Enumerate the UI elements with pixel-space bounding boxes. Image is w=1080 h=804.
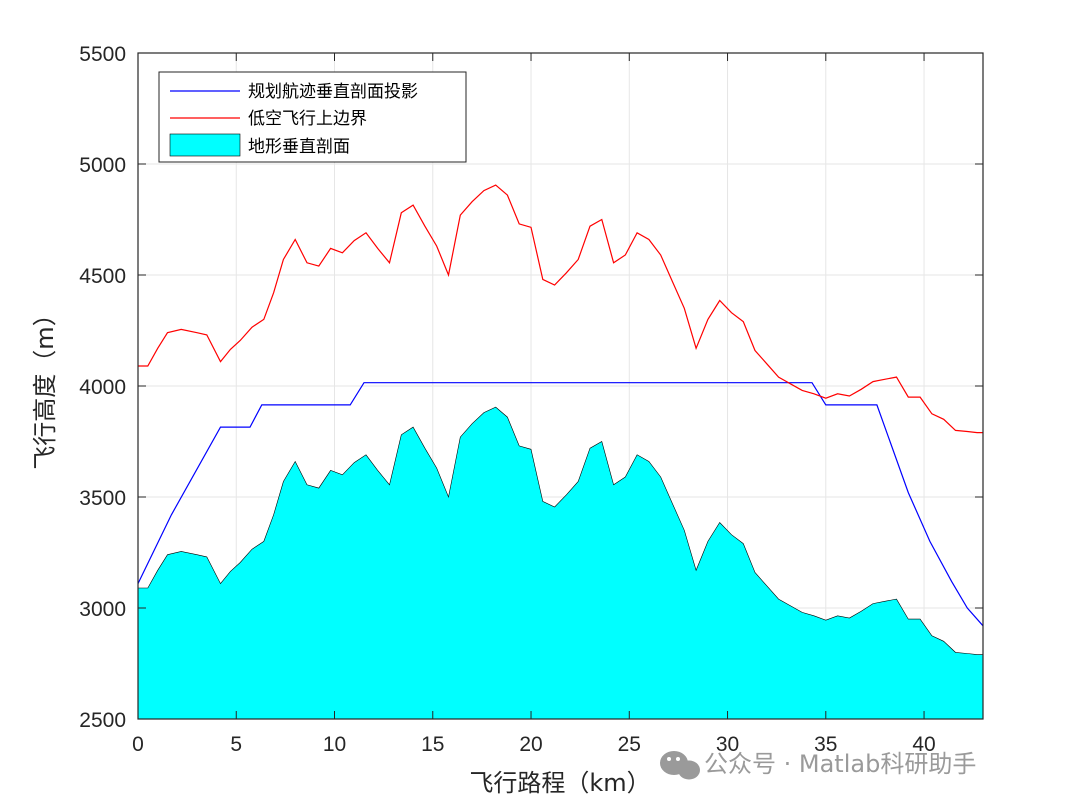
- planned-path-line: [137, 382, 984, 627]
- y-tick-label: 3500: [79, 487, 126, 510]
- watermark: 公众号 · Matlab科研助手: [660, 750, 976, 780]
- y-tick-label: 4000: [79, 376, 126, 399]
- y-tick-label: 2500: [79, 709, 126, 732]
- watermark-text: 公众号 · Matlab科研助手: [704, 750, 976, 778]
- area-layer: [137, 406, 984, 720]
- legend-label-terrain: 地形垂直剖面: [248, 137, 350, 157]
- legend: 规划航迹垂直剖面投影 低空飞行上边界 地形垂直剖面: [158, 71, 467, 163]
- y-tick-label: 4500: [79, 265, 126, 288]
- x-tick-label: 5: [230, 733, 242, 756]
- x-tick-label: 35: [814, 733, 837, 756]
- legend-swatch-terrain: [169, 133, 241, 157]
- x-tick-label: 0: [132, 733, 144, 756]
- legend-label-upper-boundary: 低空飞行上边界: [248, 109, 367, 129]
- legend-label-planned-path: 规划航迹垂直剖面投影: [248, 82, 418, 102]
- tick-labels: 0 5 10 15 20 25 30 35 40 2500 3000 3500 4000 4500 5000…: [79, 43, 935, 756]
- x-axis-label: 飞行路程（km）: [469, 769, 650, 797]
- y-tick-label: 3000: [79, 598, 126, 621]
- tick-marks: [137, 52, 983, 720]
- wechat-icon: [660, 751, 700, 780]
- x-tick-label: 40: [912, 733, 935, 756]
- x-tick-label: 30: [716, 733, 739, 756]
- y-tick-label: 5000: [79, 154, 126, 177]
- x-tick-label: 15: [421, 733, 444, 756]
- x-tick-label: 25: [618, 733, 641, 756]
- terrain-area: [137, 406, 984, 720]
- line-layer: [137, 184, 984, 627]
- y-axis-label: 飞行高度（m）: [31, 302, 59, 469]
- upper-boundary-line: [138, 184, 983, 434]
- x-tick-label: 10: [323, 733, 346, 756]
- y-tick-label: 5500: [79, 43, 126, 66]
- x-tick-label: 20: [519, 733, 542, 756]
